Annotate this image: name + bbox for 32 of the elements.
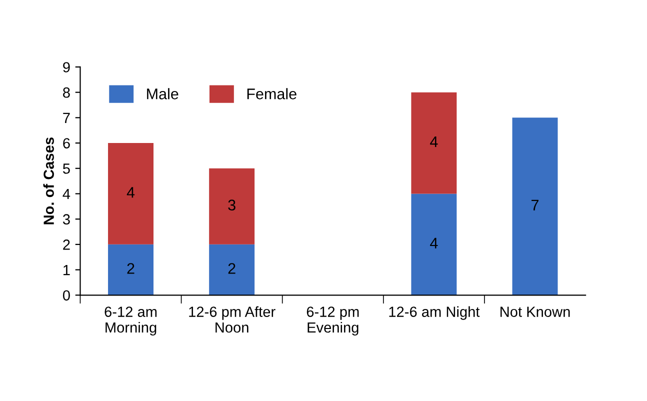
data-label: 2 xyxy=(228,263,236,274)
bar xyxy=(108,244,154,296)
bar xyxy=(411,194,457,296)
bar xyxy=(512,118,558,296)
data-label: 4 xyxy=(430,238,438,248)
x-tick-label: 6-12 pm Evening xyxy=(306,306,359,336)
y-tick-label: 2 xyxy=(63,240,70,250)
x-tick-label: Not Known xyxy=(500,306,570,317)
y-tick-label: 5 xyxy=(62,164,70,174)
y-tick-label: 6 xyxy=(63,138,70,148)
y-axis-title: No. of Cases xyxy=(43,137,54,224)
y-tick-label: 3 xyxy=(62,214,70,225)
data-label: 3 xyxy=(228,200,236,211)
x-tick-label: 12-6 pm After Noon xyxy=(189,306,276,333)
bar xyxy=(108,143,154,244)
legend-label: Female xyxy=(247,88,296,100)
y-tick-label: 4 xyxy=(62,188,70,200)
data-label: 2 xyxy=(127,263,134,274)
data-label: 4 xyxy=(430,136,438,147)
x-tick-label: 6-12 am Morning xyxy=(104,306,157,336)
bar xyxy=(411,92,457,194)
data-label: 7 xyxy=(532,200,538,210)
y-tick-label: 9 xyxy=(63,62,70,72)
y-tick-label: 1 xyxy=(64,265,70,276)
bar xyxy=(209,244,255,296)
y-tick-label: 8 xyxy=(63,87,70,98)
bar xyxy=(209,168,255,244)
y-tick-label: 0 xyxy=(62,290,70,301)
y-tick-label: 7 xyxy=(63,112,70,123)
x-tick-label: 12-6 am Night xyxy=(389,306,480,320)
legend-label: Male xyxy=(147,88,178,100)
data-label: 4 xyxy=(126,187,135,198)
